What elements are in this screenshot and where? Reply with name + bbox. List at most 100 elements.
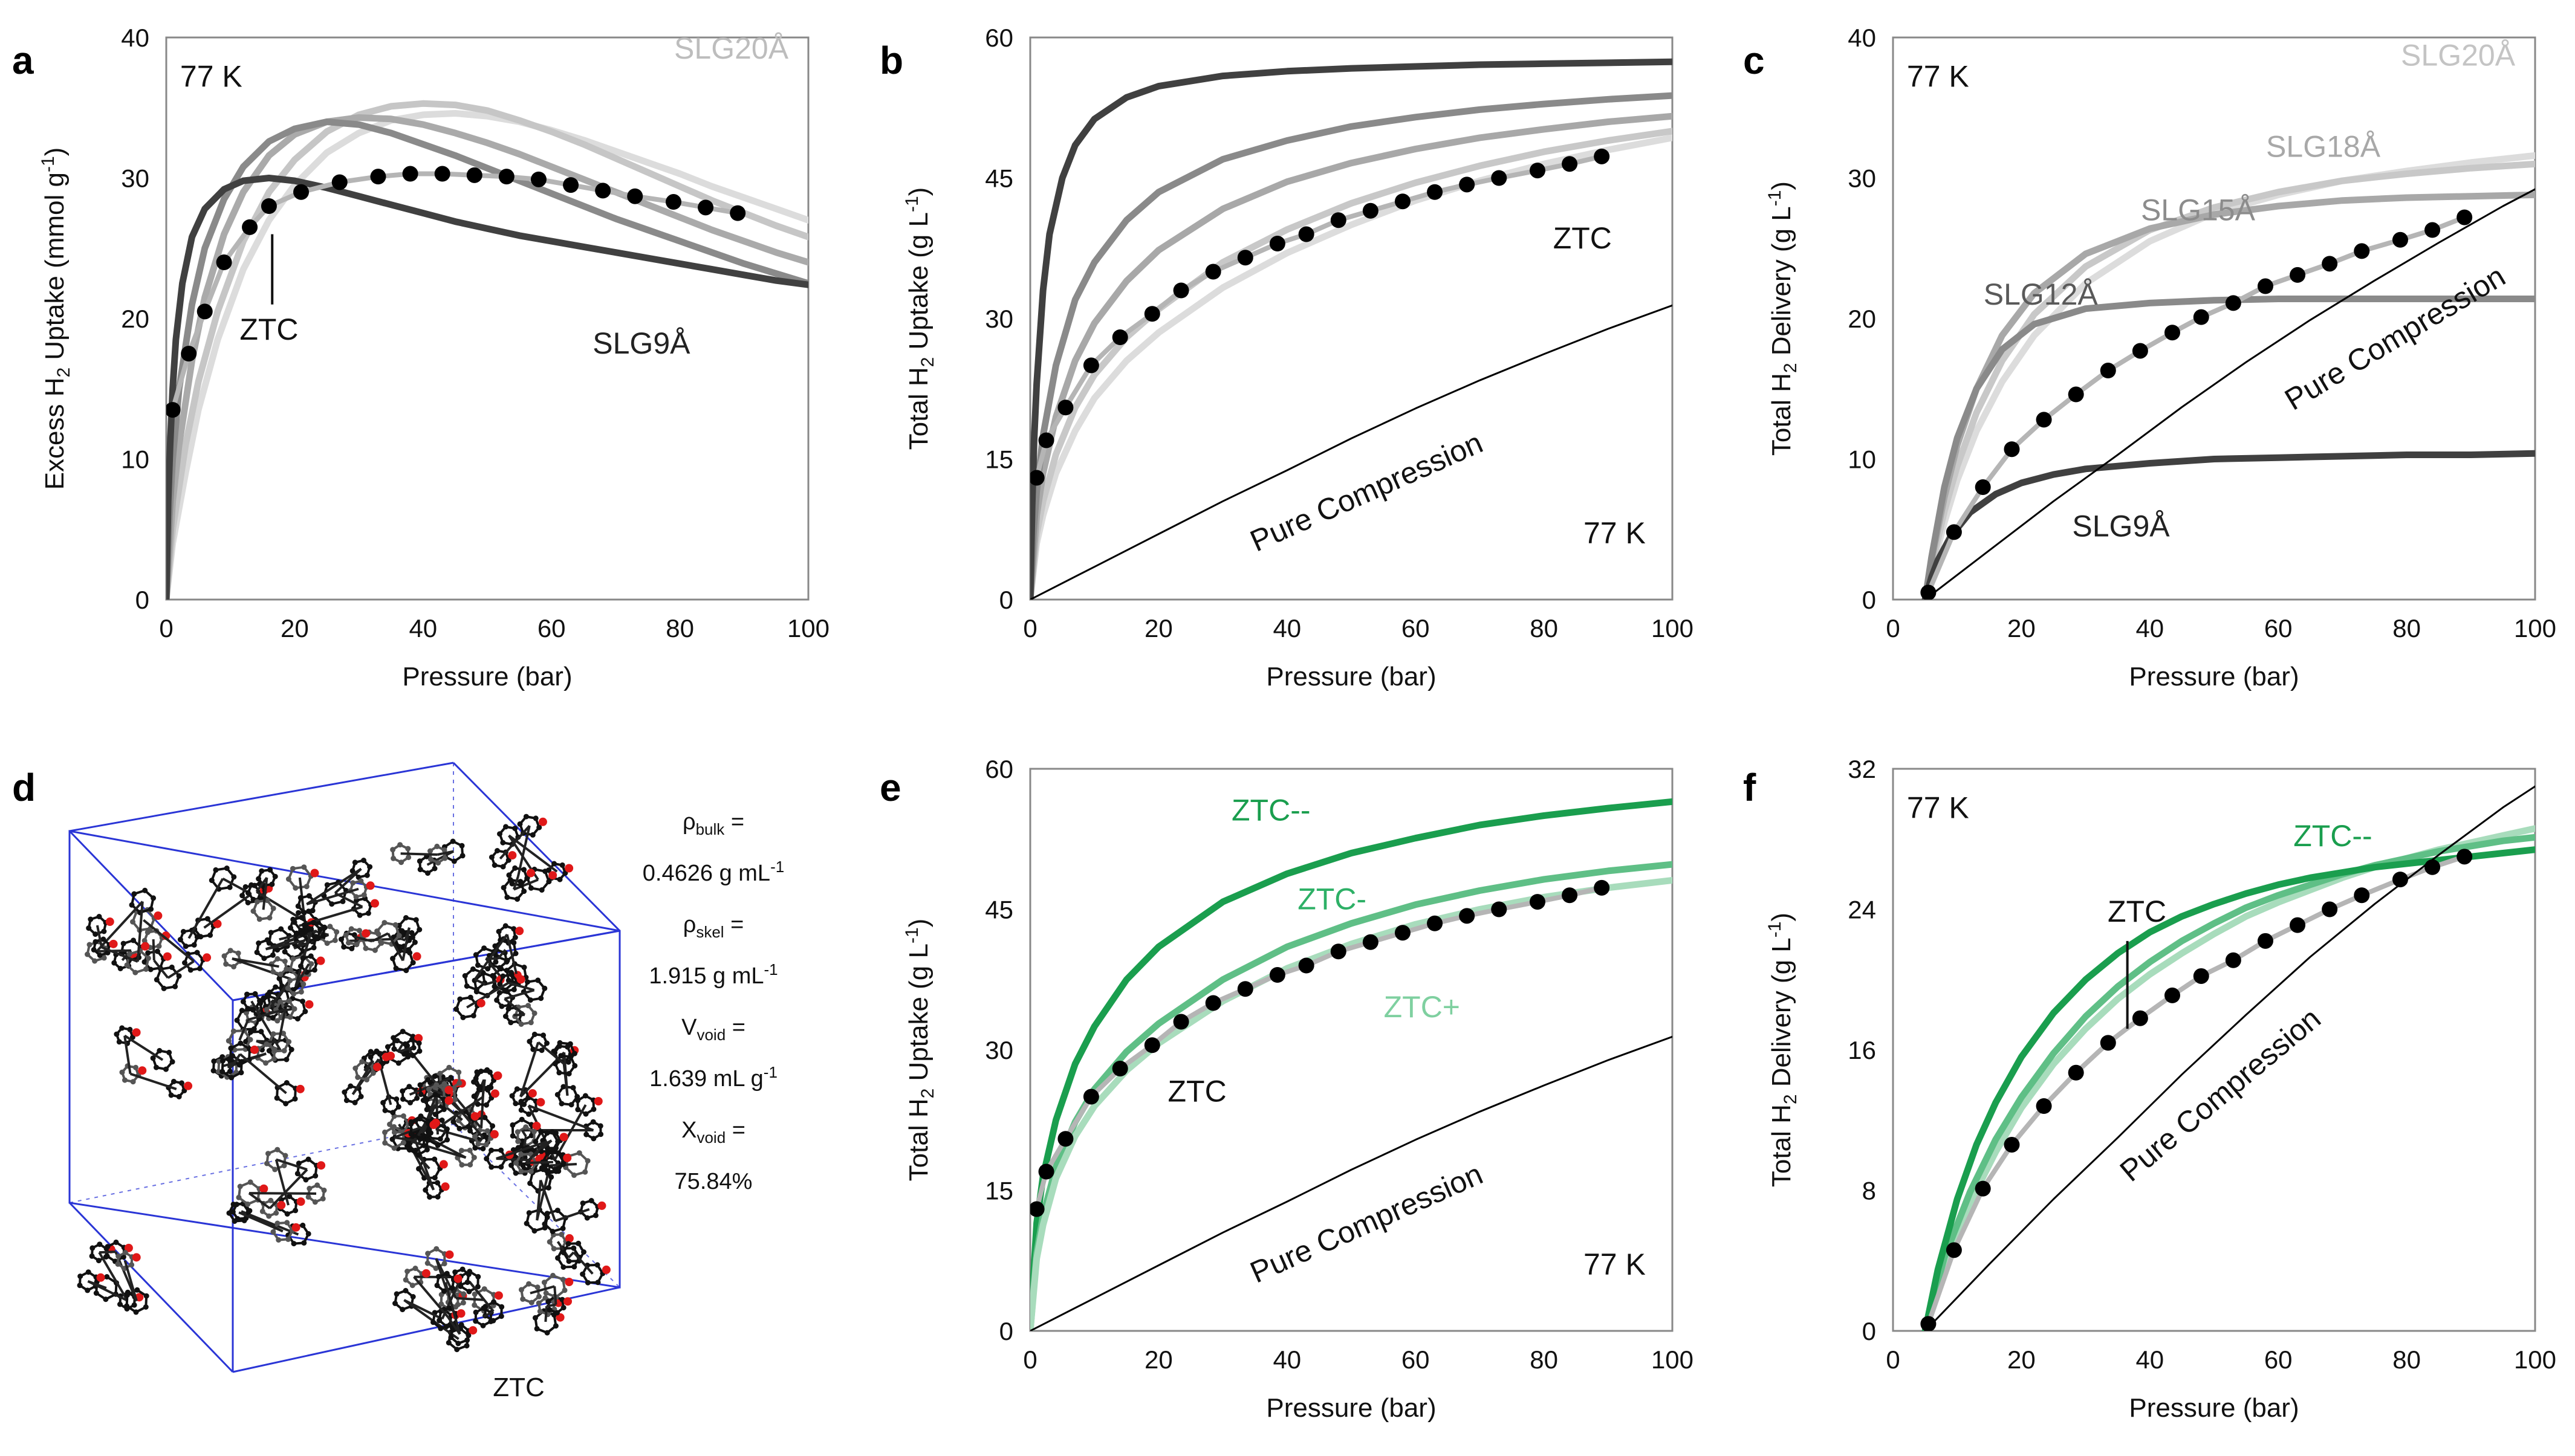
x-tick-label: 60 bbox=[1401, 1345, 1430, 1374]
panel-letter-d: d bbox=[12, 766, 36, 809]
series-ztc-line bbox=[1030, 877, 1672, 1331]
atom-cluster bbox=[210, 1040, 305, 1107]
ztc-data-point bbox=[2132, 343, 2148, 359]
ztc-data-point bbox=[2100, 363, 2116, 379]
atom-cluster bbox=[114, 1025, 193, 1099]
atom-cluster bbox=[339, 915, 423, 974]
ztc-data-point bbox=[1269, 236, 1285, 251]
ztc-data-point bbox=[1144, 306, 1160, 322]
y-tick-label: 15 bbox=[985, 445, 1013, 474]
structure-panel-d: d ZTC ρbulk = 0.4626 g mL-1 ρskel = 1.915 g… bbox=[12, 762, 784, 1402]
ztc-data-point bbox=[1920, 1316, 1937, 1331]
ztc-data-point bbox=[2164, 325, 2180, 341]
ztc-data-point bbox=[627, 188, 643, 204]
ztc-data-point bbox=[1330, 212, 1346, 228]
ztc-data-point bbox=[1459, 176, 1475, 193]
x-tick-label: 80 bbox=[666, 614, 694, 642]
y-tick-label: 0 bbox=[1862, 1317, 1876, 1345]
ztc-data-point bbox=[665, 194, 681, 210]
ztc-data-point bbox=[242, 219, 258, 235]
ztc-data-point bbox=[466, 167, 482, 183]
series-group bbox=[1030, 798, 1672, 1331]
x-tick-label: 40 bbox=[1273, 1345, 1301, 1374]
ztc-data-point bbox=[1362, 934, 1378, 950]
ztc-data-point bbox=[370, 169, 386, 185]
annotation-label: ZTC- bbox=[1297, 882, 1366, 916]
annotation-label: Pure Compression bbox=[2279, 259, 2511, 416]
atom-cluster bbox=[288, 858, 379, 937]
ztc-data-point bbox=[1057, 400, 1074, 416]
ztc-data-point bbox=[2392, 872, 2408, 888]
ztc-data-point bbox=[2225, 295, 2241, 311]
series-slg15-line bbox=[166, 114, 808, 600]
ztc-data-point bbox=[1594, 879, 1610, 896]
y-tick-label: 15 bbox=[985, 1177, 1013, 1205]
y-tick-label: 20 bbox=[121, 305, 149, 333]
ztc-data-point bbox=[2068, 386, 2084, 403]
ztc-data-point bbox=[1946, 1242, 1962, 1258]
panel-letter-c: c bbox=[1743, 39, 1765, 82]
series-pure-compression-line bbox=[1030, 304, 1672, 600]
x-tick-label: 20 bbox=[1145, 614, 1173, 642]
ztc-data-point bbox=[2193, 968, 2209, 984]
annotation-label: ZTC bbox=[2108, 895, 2166, 928]
series-ztc-line bbox=[1034, 154, 1605, 480]
annotation-label: SLG9Å bbox=[2072, 509, 2170, 543]
y-axis-label: Total H2 Delivery (g L-1) bbox=[1765, 913, 1801, 1187]
ztc-data-point bbox=[563, 177, 579, 193]
series-pure-compression-line bbox=[1924, 785, 2535, 1331]
ztc-data-point bbox=[2257, 278, 2273, 294]
series-slg20-line bbox=[1030, 134, 1672, 600]
ztc-data-point bbox=[1459, 908, 1475, 924]
series-slg9-line bbox=[166, 175, 808, 600]
ztc-data-point bbox=[1394, 925, 1411, 941]
ztc-data-point bbox=[1237, 981, 1253, 997]
chart-e: e 0 20 40 60 80 100 0 15 30 45 60 Pressure (bar) Tota… bbox=[880, 755, 1693, 1423]
x-axis-label: Pressure (bar) bbox=[2129, 1393, 2299, 1423]
atom-cluster bbox=[85, 887, 157, 976]
series-slg12-line bbox=[166, 118, 808, 600]
ztc-data-point bbox=[261, 198, 277, 214]
y-axis-label: Total H2 Uptake (g L-1) bbox=[902, 919, 938, 1182]
x-tick-label: 100 bbox=[1651, 614, 1693, 642]
series-ztc-line bbox=[1926, 854, 2467, 1327]
y-tick-label: 40 bbox=[1848, 24, 1876, 52]
ztc-data-point bbox=[2164, 987, 2180, 1003]
x-tick-label: 20 bbox=[281, 614, 309, 642]
atom-cluster bbox=[342, 1048, 401, 1116]
ztc-data-point bbox=[1112, 1061, 1128, 1076]
y-tick-label: 60 bbox=[985, 755, 1013, 783]
y-tick-label: 0 bbox=[999, 586, 1013, 614]
property-line: ρbulk = bbox=[683, 809, 744, 838]
ztc-data-point bbox=[2456, 849, 2473, 865]
ztc-data-point bbox=[1427, 915, 1443, 931]
ztc-data-point bbox=[1030, 1201, 1045, 1217]
ztc-data-point bbox=[1205, 264, 1221, 280]
atom-cluster bbox=[382, 1082, 453, 1158]
ztc-data-point bbox=[498, 169, 515, 185]
plot-frame bbox=[1892, 36, 2536, 601]
ztc-data-point bbox=[1491, 901, 1507, 917]
ztc-data-point bbox=[181, 346, 197, 362]
series-group bbox=[166, 100, 808, 600]
series-ztc-line bbox=[1030, 798, 1672, 1331]
annotation-label: ZTC bbox=[239, 312, 298, 346]
ztc-data-point bbox=[1427, 184, 1443, 200]
ztc-data-point bbox=[166, 402, 181, 418]
ztc-data-point bbox=[1529, 163, 1545, 179]
ztc-data-point bbox=[2354, 887, 2370, 904]
x-tick-label: 100 bbox=[2514, 1345, 2556, 1374]
ztc-data-point bbox=[2290, 267, 2306, 283]
atom-cluster bbox=[518, 1272, 574, 1336]
y-tick-label: 8 bbox=[1862, 1177, 1876, 1205]
x-tick-label: 80 bbox=[1530, 614, 1558, 642]
ztc-data-point bbox=[1946, 524, 1962, 540]
annotation-label: ZTC-- bbox=[1232, 793, 1311, 827]
panel-letter-a: a bbox=[12, 39, 34, 82]
annotation-label: SLG20Å bbox=[674, 31, 789, 65]
x-tick-label: 100 bbox=[2514, 614, 2556, 642]
ztc-data-point bbox=[2456, 209, 2473, 225]
x-tick-label: 40 bbox=[409, 614, 437, 642]
